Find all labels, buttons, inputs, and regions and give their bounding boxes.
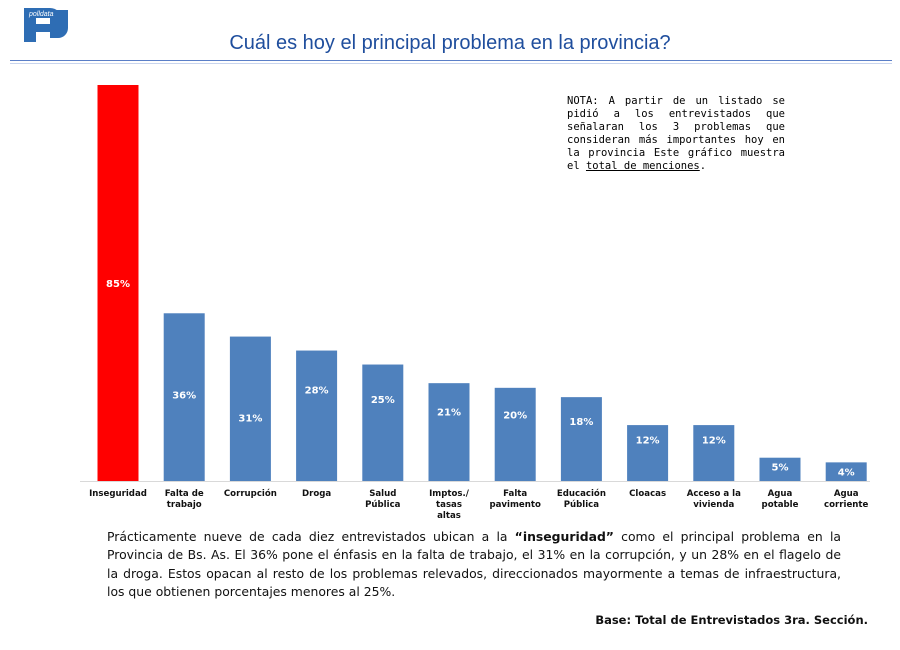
data-label: 21%: [437, 407, 461, 418]
category-label: Salud: [369, 489, 396, 499]
category-label: Droga: [302, 489, 331, 499]
category-label: trabajo: [167, 500, 202, 510]
data-label: 4%: [838, 467, 855, 478]
category-label: Agua: [768, 489, 793, 499]
category-label: corriente: [824, 500, 868, 510]
data-label: 85%: [106, 279, 130, 290]
data-label: 31%: [238, 414, 262, 425]
data-label: 12%: [702, 436, 726, 447]
summary-part1: Prácticamente nueve de cada diez entrevi…: [107, 529, 515, 544]
bar: [97, 85, 139, 481]
category-label: pavimento: [489, 500, 541, 510]
title-divider-secondary: [10, 63, 892, 64]
data-label: 20%: [503, 411, 527, 422]
bar: [362, 364, 404, 481]
summary-highlight: “inseguridad”: [514, 529, 614, 544]
bar: [693, 425, 735, 481]
category-label: Acceso a la: [687, 489, 741, 499]
note-underlined: total de menciones: [585, 160, 700, 172]
bar: [825, 462, 867, 481]
category-label: potable: [762, 500, 799, 510]
bar: [229, 336, 271, 481]
data-label: 36%: [172, 390, 196, 401]
note-text: NOTA: A partir de un listado se pidió a …: [567, 95, 785, 172]
category-label: Agua: [834, 489, 859, 499]
summary-part2: como el principal problema en la Provinc…: [107, 529, 841, 600]
bar: [627, 425, 669, 481]
bar: [428, 383, 470, 481]
bar: [560, 397, 602, 481]
category-label: Educación: [557, 488, 606, 499]
bar: [163, 313, 205, 481]
data-label: 12%: [636, 436, 660, 447]
chart-title: Cuál es hoy el principal problema en la …: [229, 32, 671, 54]
data-label: 18%: [569, 417, 593, 428]
data-label: 28%: [305, 386, 329, 397]
title-divider: [10, 60, 892, 61]
logo-text: polldata: [28, 11, 54, 18]
category-label: Falta de: [165, 489, 204, 499]
polldata-logo: polldata: [24, 8, 68, 42]
data-label: 5%: [772, 463, 789, 474]
summary-paragraph: Prácticamente nueve de cada diez entrevi…: [107, 528, 841, 602]
category-label: vivienda: [693, 500, 734, 510]
category-label: Pública: [564, 500, 600, 510]
category-label: Imptos./: [429, 489, 470, 499]
category-label: altas: [437, 511, 461, 521]
category-label: Pública: [365, 500, 401, 510]
category-label: tasas: [436, 500, 462, 510]
bar: [494, 387, 536, 481]
bar: [759, 457, 801, 481]
base-note: Base: Total de Entrevistados 3ra. Secció…: [595, 613, 868, 627]
category-label: Cloacas: [629, 489, 666, 499]
methodology-note: NOTA: A partir de un listado se pidió a …: [567, 95, 785, 173]
category-label: Falta: [503, 489, 527, 499]
data-label: 25%: [371, 395, 395, 406]
note-end: .: [699, 160, 707, 172]
category-label: Inseguridad: [89, 489, 147, 499]
bar: [296, 350, 338, 481]
category-label: Corrupción: [224, 488, 277, 499]
